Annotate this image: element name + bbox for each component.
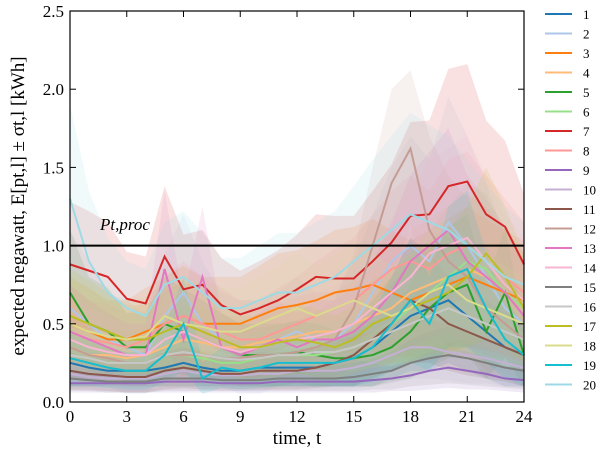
legend-label: 19 (583, 358, 596, 373)
y-axis-label: expected negawatt, E[pt,l] ± σt,l [kWh] (8, 56, 29, 355)
x-tick-label: 12 (289, 407, 306, 426)
legend-label: 20 (583, 378, 596, 393)
series-line (69, 283, 525, 341)
x-tick-label: 9 (236, 407, 245, 426)
series-line (70, 366, 525, 385)
series-line (69, 267, 525, 381)
x-tick-label: 3 (123, 407, 132, 426)
y-tick-label: 0.0 (43, 393, 64, 412)
legend-label: 18 (583, 339, 596, 354)
legend-label: 6 (583, 105, 590, 120)
legend-label: 15 (583, 280, 596, 295)
y-tick-label: 1.0 (43, 237, 64, 256)
y-tick-label: 1.5 (43, 158, 64, 177)
error-band (70, 183, 524, 387)
error-band (70, 253, 524, 387)
x-tick-label: 21 (459, 407, 476, 426)
legend-label: 16 (583, 300, 597, 315)
legend-label: 1 (583, 7, 590, 22)
series-line (69, 180, 525, 316)
series-line (69, 354, 525, 383)
legend-label: 13 (583, 241, 596, 256)
error-band (70, 97, 524, 395)
series-line (69, 307, 525, 364)
legend-label: 10 (583, 183, 596, 198)
error-band (70, 104, 524, 363)
error-band (70, 128, 524, 387)
error-band (70, 315, 524, 392)
lines (69, 145, 525, 385)
legend-label: 7 (583, 124, 590, 139)
error-band (70, 237, 524, 387)
error-band (70, 214, 524, 387)
legend-label: 12 (583, 222, 596, 237)
legend-label: 17 (583, 319, 597, 334)
series-line (69, 198, 525, 318)
legend-label: 14 (583, 261, 597, 276)
x-axis-label: time, t (273, 428, 322, 449)
error-band (70, 64, 524, 359)
error-band (70, 190, 524, 395)
x-tick-label: 18 (402, 407, 419, 426)
legend-label: 2 (583, 27, 590, 42)
legend-label: 11 (583, 202, 596, 217)
legend-label: 9 (583, 163, 590, 178)
annotation: Pt,proc (99, 215, 150, 234)
legend-label: 3 (583, 46, 590, 61)
series-line (69, 299, 525, 378)
legend-label: 4 (583, 66, 590, 81)
x-tick-label: 0 (66, 407, 75, 426)
x-tick-label: 6 (179, 407, 188, 426)
x-tick-label: 15 (345, 407, 362, 426)
series-line (69, 251, 525, 349)
legend-label: 5 (583, 85, 590, 100)
x-tick-label: 24 (516, 407, 534, 426)
y-tick-label: 2.0 (43, 80, 64, 99)
y-tick-label: 2.5 (43, 2, 64, 21)
y-tick-label: 0.5 (43, 315, 64, 334)
legend-label: 8 (583, 144, 590, 159)
